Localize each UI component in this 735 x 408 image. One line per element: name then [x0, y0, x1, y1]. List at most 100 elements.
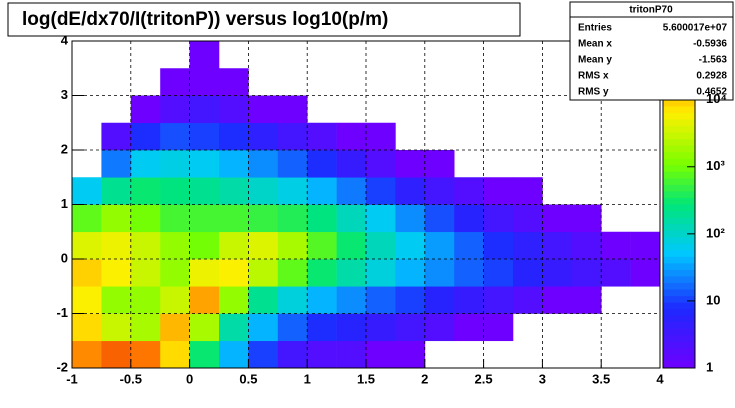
palette-band [663, 354, 695, 362]
title-box [7, 2, 521, 37]
cell [101, 340, 132, 369]
cell [483, 204, 514, 233]
cell [219, 340, 249, 369]
cell [72, 286, 102, 314]
palette-band [663, 145, 695, 153]
palette-band [663, 361, 695, 369]
chart-title: log(dE/dx70/I(tritonP)) versus log10(p/m… [22, 9, 388, 30]
cell [307, 313, 337, 342]
cell [189, 41, 220, 69]
cell [248, 204, 279, 233]
cell [483, 313, 514, 342]
cell [219, 204, 249, 233]
cell [366, 259, 396, 287]
palette-band [663, 158, 695, 166]
palette-band [663, 309, 695, 317]
x-tick-label: 1.5 [357, 371, 375, 386]
cell [277, 259, 308, 287]
cell [336, 313, 367, 342]
x-tick-label: 1 [304, 371, 311, 386]
cell [248, 177, 279, 205]
palette-band [663, 237, 695, 245]
x-tick-label: 4 [656, 371, 664, 386]
cell [130, 340, 161, 369]
palette-band [663, 126, 695, 134]
cell [542, 286, 573, 314]
cell [336, 231, 367, 260]
palette-band [663, 119, 695, 127]
cell [130, 95, 161, 124]
stats-value: 5.600017e+07 [663, 23, 728, 34]
cell [248, 122, 279, 151]
x-tick-label: 3.5 [592, 371, 610, 386]
stats-name: Mean x [578, 39, 612, 50]
y-tick-label: -1 [56, 305, 68, 320]
cell [101, 150, 132, 178]
cell [424, 313, 455, 342]
x-tick-label: -0.5 [120, 371, 142, 386]
stats-name: Entries [578, 23, 612, 34]
cell [277, 204, 308, 233]
stats-value: 0.2928 [696, 71, 727, 82]
cell [130, 122, 161, 151]
cell [307, 231, 337, 260]
cell [454, 313, 484, 342]
stats-value: 0.4652 [696, 87, 727, 98]
cell [366, 286, 396, 314]
cell [72, 204, 102, 233]
cell [307, 122, 337, 151]
cell [248, 340, 279, 369]
cell [189, 122, 220, 151]
cell [424, 231, 455, 260]
cell [336, 177, 367, 205]
z-tick-label: 10² [706, 225, 725, 240]
x-tick-label: 0 [186, 371, 193, 386]
cell [160, 150, 190, 178]
palette-band [663, 302, 695, 310]
cell [248, 95, 279, 124]
cell [101, 122, 132, 151]
cell [483, 231, 514, 260]
cell [160, 313, 190, 342]
cell [189, 204, 220, 233]
palette-band [663, 296, 695, 304]
cell [248, 259, 279, 287]
cell [189, 340, 220, 369]
palette-band [663, 178, 695, 186]
z-tick-label: 10 [706, 292, 720, 307]
stats-value: -1.563 [699, 55, 728, 66]
y-tick-label: 0 [61, 250, 68, 265]
palette-band [663, 139, 695, 147]
cell [424, 259, 455, 287]
cell [366, 204, 396, 233]
cell [72, 177, 102, 205]
cell [189, 259, 220, 287]
palette-band [663, 341, 695, 349]
y-tick-label: 1 [61, 196, 68, 211]
cell [601, 259, 631, 287]
cell [72, 340, 102, 369]
cell [248, 231, 279, 260]
cell [366, 231, 396, 260]
cell [454, 204, 484, 233]
cell [395, 231, 426, 260]
cell [101, 313, 132, 342]
cell [336, 286, 367, 314]
cell [424, 150, 455, 178]
cell [219, 68, 249, 96]
stats-name: RMS y [578, 87, 609, 98]
z-tick-label: 10⁴ [706, 91, 727, 106]
cell [189, 95, 220, 124]
cell [130, 286, 161, 314]
cell [277, 231, 308, 260]
cell [219, 259, 249, 287]
cell [277, 177, 308, 205]
cell [101, 177, 132, 205]
cell [307, 150, 337, 178]
cell [630, 231, 661, 260]
palette-band [663, 171, 695, 179]
stats-frame [569, 1, 734, 101]
z-tick-label: 1 [706, 359, 713, 374]
cell [454, 259, 484, 287]
cell [219, 313, 249, 342]
